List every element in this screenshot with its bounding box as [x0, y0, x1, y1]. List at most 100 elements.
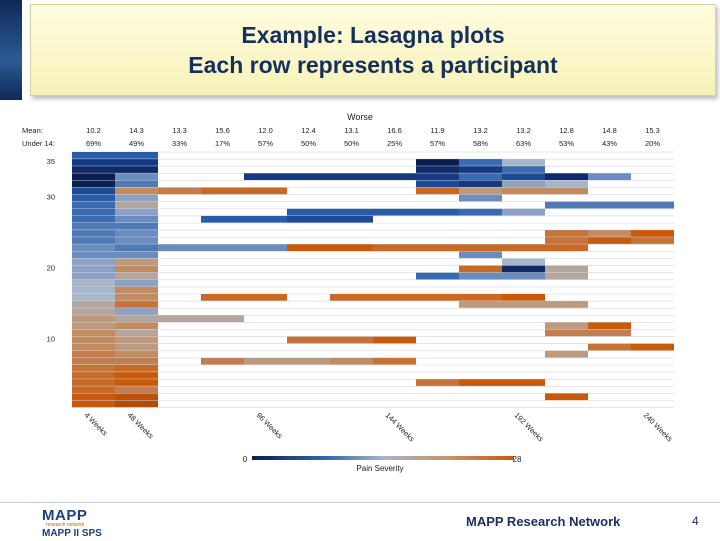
heatmap-cell: [416, 180, 459, 188]
colorbar-max-label: 28: [513, 455, 522, 464]
heatmap-cell: [416, 208, 459, 216]
colorbar-label: Pain Severity: [356, 464, 403, 473]
heatmap-cell: [459, 272, 502, 280]
heatmap-cell: [545, 350, 588, 358]
slide-title-line-2: Each row represents a participant: [188, 52, 558, 78]
under14-value: 57%: [430, 139, 445, 148]
heatmap-cell: [72, 393, 115, 401]
y-tick-label: 10: [47, 335, 55, 344]
heatmap-cell: [330, 336, 373, 344]
mean-value: 15.6: [215, 126, 230, 135]
heatmap-cell: [72, 244, 115, 251]
heatmap-cell: [459, 244, 502, 251]
heatmap-cells: [72, 152, 674, 408]
heatmap-cell: [72, 265, 115, 273]
heatmap-cell: [631, 230, 674, 237]
heatmap-cell: [115, 194, 158, 202]
heatmap-cell: [201, 215, 244, 223]
heatmap-cell: [244, 357, 287, 365]
heatmap-cell: [459, 180, 502, 188]
x-tick-label: 48 Weeks: [126, 411, 156, 441]
heatmap-cell: [115, 166, 158, 173]
heatmap-cell: [502, 159, 545, 166]
heatmap-cell: [631, 343, 674, 351]
under14-value: 69%: [86, 139, 101, 148]
x-tick-label: 96 Weeks: [255, 411, 285, 441]
heatmap-cell: [72, 279, 115, 287]
heatmap-cell: [115, 329, 158, 337]
heatmap-cell: [115, 251, 158, 259]
heatmap-cell: [373, 173, 416, 180]
heatmap-cell: [545, 201, 588, 209]
mean-value: 11.9: [430, 126, 444, 135]
heatmap-cell: [115, 279, 158, 287]
heatmap-cell: [72, 152, 115, 159]
heatmap-cell: [201, 357, 244, 365]
heatmap-cell: [588, 201, 631, 209]
heatmap-cell: [115, 286, 158, 294]
heatmap-cell: [545, 173, 588, 180]
heatmap-cell: [545, 230, 588, 237]
heatmap-cell: [459, 294, 502, 301]
heatmap-cell: [115, 400, 158, 408]
heatmap-cell: [72, 215, 115, 223]
heatmap-cell: [72, 336, 115, 344]
heatmap-cell: [72, 166, 115, 173]
heatmap-cell: [72, 159, 115, 166]
heatmap-cell: [459, 194, 502, 202]
mean-values: 10.2 14.3 13.3 15.6 12.0 12.4 13.1 16.6 11.9 13.2…: [86, 126, 660, 135]
x-tick-label: 4 Weeks: [83, 411, 110, 438]
under14-value: 63%: [516, 139, 531, 148]
mean-value: 13.2: [516, 126, 531, 135]
heatmap-cell: [115, 308, 158, 315]
heatmap-cell: [115, 379, 158, 386]
heatmap-cell: [631, 237, 674, 244]
under14-value: 49%: [129, 139, 144, 148]
logo-sub-text: MAPP II SPS: [42, 528, 102, 539]
y-tick-label: 30: [47, 193, 55, 202]
logo-main-text: MAPP: [42, 507, 88, 524]
x-tick-labels: 4 Weeks 48 Weeks 96 Weeks 144 Weeks 192 Week…: [83, 411, 675, 444]
x-tick-label: 192 Weeks: [513, 411, 546, 444]
heatmap-cell: [416, 187, 459, 195]
heatmap-cell: [373, 294, 416, 301]
page-number: 4: [692, 514, 699, 528]
heatmap-cell: [416, 166, 459, 173]
mean-value: 14.8: [602, 126, 617, 135]
heatmap-cell: [115, 201, 158, 209]
heatmap-cell: [416, 173, 459, 180]
heatmap-cell: [545, 322, 588, 330]
heatmap-cell: [72, 322, 115, 330]
logo-small-text: research network: [46, 522, 85, 528]
heatmap-cell: [502, 180, 545, 188]
heatmap-cell: [502, 265, 545, 273]
under14-value: 25%: [387, 139, 402, 148]
heatmap-cell: [545, 301, 588, 308]
heatmap-cell: [115, 152, 158, 159]
under14-values: 69% 49% 33% 17% 57% 50% 50% 25% 57% 58% 63% 53% 43% 2…: [86, 139, 660, 148]
mean-value: 12.8: [559, 126, 574, 135]
under14-value: 33%: [172, 139, 187, 148]
colorbar-min-label: 0: [243, 455, 248, 464]
heatmap-cell: [244, 294, 287, 301]
heatmap-cell: [72, 230, 115, 237]
mean-value: 12.4: [301, 126, 316, 135]
heatmap-cell: [459, 166, 502, 173]
heatmap-cell: [115, 350, 158, 358]
heatmap-cell: [201, 244, 244, 251]
heatmap-cell: [287, 244, 330, 251]
heatmap-cell: [72, 365, 115, 372]
heatmap-cell: [502, 379, 545, 386]
heatmap-cell: [115, 301, 158, 308]
heatmap-cell: [416, 244, 459, 251]
heatmap-cell: [72, 237, 115, 244]
heatmap-cell: [373, 244, 416, 251]
heatmap-cell: [330, 294, 373, 301]
heatmap-cell: [287, 215, 330, 223]
heatmap-cell: [115, 208, 158, 216]
heatmap-cell: [115, 294, 158, 301]
heatmap-cell: [287, 357, 330, 365]
heatmap-cell: [72, 343, 115, 351]
heatmap-cell: [72, 386, 115, 393]
lasagna-plot-svg: Worse Mean: Under 14: 10.2 14.3 13.3 15.6 12…: [22, 112, 675, 473]
